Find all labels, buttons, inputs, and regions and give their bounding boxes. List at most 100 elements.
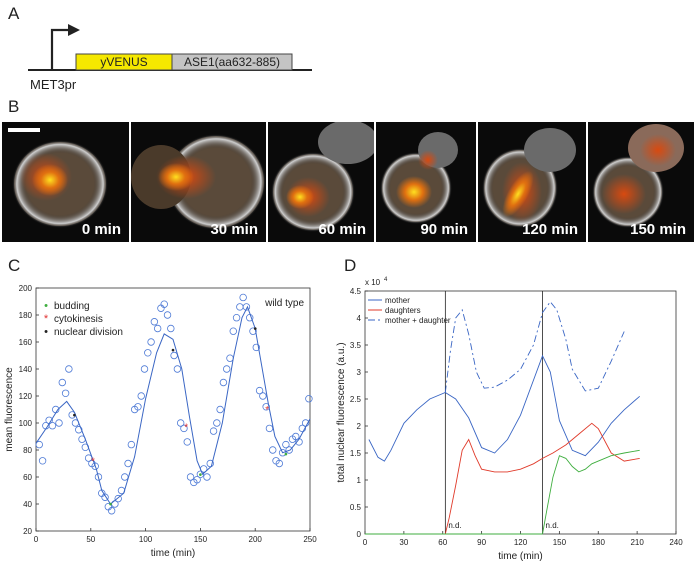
data-point — [236, 303, 244, 311]
data-point — [292, 432, 300, 441]
event-marker-cytokinesis: * — [184, 423, 188, 434]
data-point — [196, 470, 205, 478]
annotation-label: wild type — [264, 298, 304, 309]
fit-line — [35, 305, 311, 505]
data-point — [107, 507, 116, 515]
data-point — [75, 426, 83, 434]
chart-d: 0 30 60 90 120 150 180 210 240 0 0.5 1 1.5 2 2.5 3 3.5 4 4… — [336, 277, 683, 562]
plot-frame — [35, 287, 311, 532]
panel-label-b: B — [8, 97, 20, 116]
promoter-arrow — [50, 28, 68, 70]
yvenus-label: yVENUS — [100, 55, 147, 69]
legend-marker: * — [44, 313, 49, 325]
micrograph-frame: 120 min — [478, 122, 586, 242]
data-point — [163, 311, 172, 319]
scale-bar — [8, 128, 40, 132]
data-point — [35, 440, 43, 449]
series-line — [444, 422, 640, 535]
x-axis-label: time (min) — [498, 551, 542, 562]
event-marker-budding: • — [284, 450, 288, 461]
cell-image — [271, 122, 374, 232]
data-point — [298, 424, 307, 433]
data-point — [223, 365, 231, 373]
data-point — [275, 459, 284, 468]
x-tick-label: 240 — [669, 538, 683, 547]
data-point — [229, 327, 237, 335]
y-axis-label: mean fluorescence — [4, 367, 15, 452]
data-point — [91, 462, 99, 470]
x-tick-label: 210 — [630, 538, 644, 547]
data-point — [124, 459, 132, 468]
data-point — [180, 424, 188, 433]
y-tick-label: 4.5 — [350, 287, 362, 296]
data-point — [160, 300, 168, 308]
y-tick-label: 80 — [23, 446, 32, 455]
legend-label: mother — [385, 296, 410, 305]
data-point — [285, 446, 293, 454]
x-tick-label: 30 — [399, 538, 408, 547]
data-point — [278, 448, 287, 457]
y-tick-label: 60 — [23, 473, 32, 482]
cell-image — [482, 128, 576, 228]
data-point — [265, 424, 274, 433]
cell-image — [592, 124, 684, 228]
y-tick-label: 0.5 — [350, 503, 362, 512]
micrograph-frame: 0 min — [2, 122, 129, 242]
series-line — [542, 449, 640, 535]
data-point — [167, 324, 175, 333]
data-point — [150, 318, 159, 326]
y-tick-label: 20 — [23, 527, 32, 536]
y-tick-label: 180 — [19, 311, 33, 320]
x-tick-label: 0 — [34, 535, 39, 544]
division-label: n.d. — [546, 521, 559, 530]
data-point — [255, 386, 264, 395]
y-tick-label: 3.5 — [350, 341, 362, 350]
data-point — [259, 392, 267, 400]
y-tick-label: 160 — [19, 338, 33, 347]
frame-time: 150 min — [630, 221, 686, 238]
series-line — [368, 354, 640, 462]
data-point — [147, 338, 155, 346]
y-tick-label: 2.5 — [350, 395, 362, 404]
x-tick-label: 150 — [194, 535, 208, 544]
y-tick-label: 0 — [357, 530, 362, 539]
x-axis-label: time (min) — [151, 548, 195, 559]
data-point — [140, 365, 149, 373]
legend-marker: • — [44, 300, 48, 312]
data-point — [262, 403, 270, 411]
scale-exponent: 4 — [384, 277, 388, 283]
panel-label-c: C — [8, 256, 21, 275]
legend-label: daughters — [385, 306, 421, 315]
event-marker-cytokinesis: * — [91, 456, 95, 467]
x-tick-label: 180 — [592, 538, 606, 547]
event-marker-cytokinesis: * — [265, 405, 269, 416]
data-point — [134, 403, 142, 411]
data-point — [249, 327, 257, 335]
promoter-arrow-head — [68, 24, 80, 36]
micrograph-frame: 30 min — [131, 122, 266, 242]
data-point — [38, 457, 47, 465]
micrograph-strip: 0 min 30 min 60 min 90 min — [0, 122, 699, 242]
x-tick-label: 90 — [477, 538, 486, 547]
data-point — [219, 378, 228, 387]
x-tick-label: 120 — [514, 538, 528, 547]
data-point — [269, 446, 277, 454]
event-marker-nuclear-division: • — [171, 346, 175, 357]
data-point — [176, 419, 185, 427]
x-tick-label: 50 — [86, 535, 95, 544]
panel-label-a: A — [8, 4, 20, 23]
data-point — [232, 314, 241, 322]
ase1-box — [171, 53, 293, 71]
legend-label: cytokinesis — [54, 314, 103, 325]
data-point — [242, 303, 251, 311]
y-tick-label: 200 — [19, 284, 33, 293]
y-tick-label: 100 — [19, 419, 33, 428]
y-tick-label: 4 — [357, 314, 362, 323]
data-point — [58, 378, 67, 387]
data-point — [157, 304, 165, 312]
data-point — [226, 354, 234, 362]
data-point — [213, 419, 221, 427]
event-marker-budding: • — [109, 500, 113, 511]
event-marker-nuclear-division: • — [73, 410, 77, 421]
micrograph-frame: 150 min — [588, 122, 694, 242]
